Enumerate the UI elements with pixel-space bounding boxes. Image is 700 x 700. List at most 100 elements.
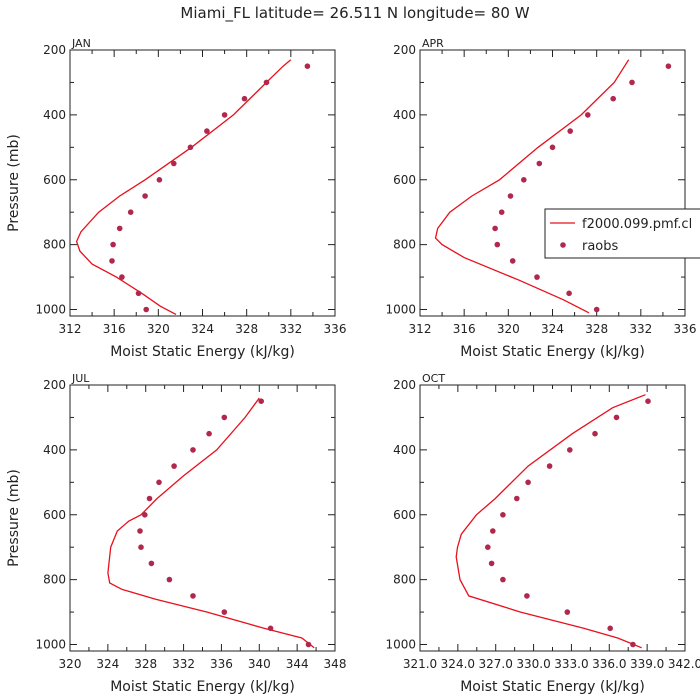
raob-point: [498, 209, 505, 215]
y-tick-label: 200: [43, 43, 66, 57]
y-tick-label: 600: [43, 508, 66, 522]
panel-label: JUL: [71, 372, 90, 385]
y-tick-label: 800: [393, 573, 416, 587]
model-line: [107, 397, 315, 649]
panel-jan: JAN 200 400 600 800 1000 312 316 320 324 328 332 336…: [6, 37, 346, 360]
raob-point: [148, 560, 155, 567]
model-line: [434, 59, 630, 314]
raob-point: [534, 274, 540, 280]
raob-point: [564, 609, 571, 615]
x-tick-label: 332: [629, 322, 652, 336]
raob-point: [488, 560, 495, 567]
raob-point: [267, 625, 274, 632]
x-tick-label: 332: [279, 322, 302, 336]
raob-point: [585, 112, 591, 118]
raob-point: [492, 225, 498, 232]
raob-point: [536, 160, 543, 167]
raob-point: [138, 544, 144, 550]
x-tick-label: 336: [210, 657, 233, 671]
y-tick-label: 600: [43, 173, 66, 187]
raob-point: [221, 609, 228, 615]
raob-point: [665, 63, 672, 69]
x-tick-label: 336: [674, 322, 697, 336]
panel-jul: JUL 200 400 600 800 1000 320 324 328 332 336 340 344…: [6, 372, 346, 695]
raob-point: [494, 241, 501, 248]
y-axis-label: Pressure (mb): [6, 469, 22, 567]
x-tick-label: 316: [103, 322, 126, 336]
raob-point: [607, 625, 613, 632]
raob-point: [110, 241, 116, 248]
raob-point: [567, 447, 573, 453]
raob-point: [142, 193, 148, 199]
x-tick-label: 342.0: [668, 657, 700, 671]
x-tick-label: 324: [541, 322, 564, 336]
raob-point: [629, 79, 635, 86]
y-tick-label: 600: [393, 508, 416, 522]
panel-label: APR: [422, 37, 444, 50]
raob-point: [613, 414, 620, 421]
plot-frame: [419, 384, 686, 652]
raob-point: [509, 258, 516, 264]
raob-point: [566, 290, 572, 297]
raob-point: [549, 144, 556, 151]
raob-point: [119, 274, 125, 280]
x-tick-label: 328: [585, 322, 608, 336]
y-tick-label: 200: [43, 378, 66, 392]
x-tick-label: 330.0: [516, 657, 550, 671]
model-line: [455, 394, 646, 649]
raob-point: [610, 95, 616, 102]
raob-point: [171, 160, 177, 167]
legend-marker-swatch: [560, 242, 566, 248]
raob-point: [187, 144, 194, 151]
x-tick-label: 340: [248, 657, 271, 671]
x-tick-label: 332: [172, 657, 195, 671]
raob-point: [146, 495, 153, 502]
x-tick-label: 324.0: [441, 657, 475, 671]
y-axis-label: Pressure (mb): [6, 134, 22, 232]
x-tick-label: 312: [59, 322, 82, 336]
legend: f2000.099.pmf.cl raobs: [544, 208, 700, 259]
raob-point: [135, 290, 142, 297]
x-tick-label: 344: [286, 657, 309, 671]
plot-frame: [419, 49, 686, 317]
raob-point: [304, 63, 311, 69]
raob-point: [521, 177, 527, 183]
raob-point: [137, 528, 143, 534]
panel-oct: OCT 200 400 600 800 1000 321.0 324.0 327.0 330.0 3…: [385, 372, 700, 695]
y-tick-label: 600: [393, 173, 416, 187]
raob-point: [206, 430, 212, 437]
x-tick-label: 339.0: [630, 657, 664, 671]
y-tick-label: 400: [393, 108, 416, 122]
x-axis-label: Moist Static Energy (kJ/kg): [460, 344, 645, 360]
raob-point: [204, 128, 210, 134]
legend-box: [544, 208, 700, 259]
figure-title: Miami_FL latitude= 26.511 N longitude= 8…: [180, 4, 529, 23]
raob-point: [593, 306, 600, 313]
x-tick-label: 320: [147, 322, 170, 336]
raob-point: [127, 209, 134, 215]
raob-point: [507, 193, 514, 199]
raob-point: [171, 463, 177, 469]
raob-point: [305, 641, 312, 648]
raob-point: [263, 79, 270, 86]
x-tick-label: 320: [59, 657, 82, 671]
y-tick-label: 400: [43, 108, 66, 122]
raob-point: [142, 512, 148, 518]
raob-point: [524, 593, 530, 599]
model-line: [75, 59, 292, 315]
raob-point: [156, 479, 162, 486]
raob-point: [143, 306, 149, 313]
panel-label: OCT: [422, 372, 445, 385]
raob-point: [567, 128, 573, 134]
raob-point: [500, 512, 506, 518]
raob-point: [221, 112, 228, 118]
y-tick-label: 400: [393, 443, 416, 457]
y-tick-label: 1000: [385, 638, 416, 652]
x-tick-label: 328: [235, 322, 258, 336]
x-tick-label: 324: [191, 322, 214, 336]
y-tick-label: 200: [393, 378, 416, 392]
raob-point: [500, 576, 506, 583]
raob-point: [485, 544, 491, 550]
raob-point: [645, 398, 651, 405]
